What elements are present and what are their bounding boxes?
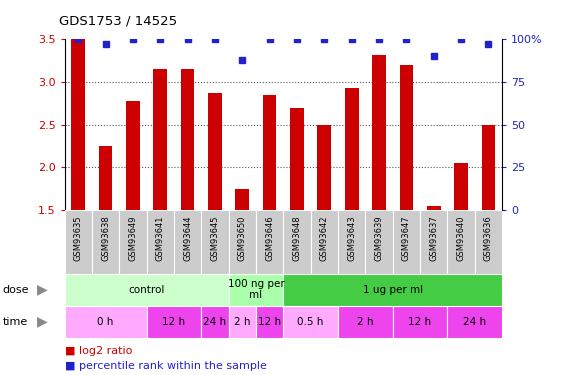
Bar [448, 210, 475, 274]
Bar [481, 124, 495, 210]
Text: ▶: ▶ [37, 315, 47, 328]
Bar [454, 163, 468, 210]
Bar [92, 210, 119, 274]
Bar [290, 108, 304, 210]
Text: 24 h: 24 h [463, 316, 486, 327]
Text: GSM93635: GSM93635 [73, 215, 82, 261]
Text: GSM93650: GSM93650 [238, 215, 247, 261]
Bar [256, 210, 283, 274]
Text: 12 h: 12 h [162, 316, 186, 327]
Bar [201, 210, 229, 274]
Bar [181, 69, 195, 210]
Bar [65, 274, 229, 306]
Text: GSM93647: GSM93647 [402, 215, 411, 261]
Text: 0.5 h: 0.5 h [297, 316, 324, 327]
Bar [119, 210, 146, 274]
Bar [146, 210, 174, 274]
Bar [283, 306, 338, 338]
Bar [229, 306, 256, 338]
Bar [283, 210, 311, 274]
Text: 100 ng per
ml: 100 ng per ml [228, 279, 284, 300]
Text: GSM93645: GSM93645 [210, 215, 219, 261]
Text: GSM93639: GSM93639 [375, 215, 384, 261]
Text: GSM93644: GSM93644 [183, 215, 192, 261]
Text: GSM93637: GSM93637 [429, 215, 438, 261]
Bar [393, 306, 448, 338]
Bar [99, 146, 112, 210]
Text: GSM93636: GSM93636 [484, 215, 493, 261]
Bar [448, 306, 502, 338]
Bar [263, 95, 277, 210]
Text: control: control [128, 285, 165, 295]
Text: 12 h: 12 h [408, 316, 431, 327]
Text: GSM93646: GSM93646 [265, 215, 274, 261]
Bar [236, 189, 249, 210]
Bar [256, 306, 283, 338]
Text: GSM93649: GSM93649 [128, 215, 137, 261]
Bar [229, 274, 283, 306]
Bar [229, 210, 256, 274]
Bar [65, 210, 92, 274]
Text: GSM93648: GSM93648 [292, 215, 301, 261]
Text: ■ log2 ratio: ■ log2 ratio [65, 345, 132, 355]
Bar [427, 206, 440, 210]
Bar [311, 210, 338, 274]
Bar [475, 210, 502, 274]
Bar [318, 124, 331, 210]
Text: time: time [3, 316, 28, 327]
Bar [201, 306, 229, 338]
Bar [372, 55, 386, 210]
Bar [208, 93, 222, 210]
Bar [399, 65, 413, 210]
Text: 2 h: 2 h [357, 316, 374, 327]
Text: GSM93641: GSM93641 [156, 215, 165, 261]
Bar [146, 306, 201, 338]
Bar [393, 210, 420, 274]
Text: GSM93643: GSM93643 [347, 215, 356, 261]
Text: 2 h: 2 h [234, 316, 251, 327]
Bar [65, 306, 146, 338]
Bar [71, 39, 85, 210]
Text: dose: dose [3, 285, 29, 295]
Text: GSM93640: GSM93640 [457, 215, 466, 261]
Text: ■ percentile rank within the sample: ■ percentile rank within the sample [65, 362, 266, 372]
Text: 1 ug per ml: 1 ug per ml [362, 285, 423, 295]
Bar [283, 274, 502, 306]
Bar [153, 69, 167, 210]
Text: 24 h: 24 h [204, 316, 227, 327]
Bar [365, 210, 393, 274]
Text: GSM93638: GSM93638 [101, 215, 110, 261]
Bar [345, 88, 358, 210]
Bar [338, 306, 393, 338]
Bar [420, 210, 448, 274]
Bar [126, 101, 140, 210]
Text: 12 h: 12 h [258, 316, 281, 327]
Text: GDS1753 / 14525: GDS1753 / 14525 [59, 15, 177, 28]
Bar [338, 210, 365, 274]
Bar [174, 210, 201, 274]
Text: 0 h: 0 h [98, 316, 114, 327]
Text: GSM93642: GSM93642 [320, 215, 329, 261]
Text: ▶: ▶ [37, 283, 47, 297]
